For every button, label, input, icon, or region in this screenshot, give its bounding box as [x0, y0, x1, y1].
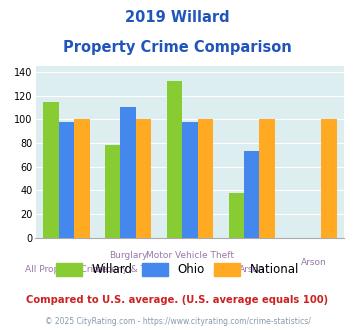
Text: Larceny & Theft: Larceny & Theft: [92, 265, 164, 274]
Bar: [105, 145, 120, 238]
Bar: [198, 119, 213, 238]
Text: Compared to U.S. average. (U.S. average equals 100): Compared to U.S. average. (U.S. average …: [26, 295, 329, 305]
Text: Arson: Arson: [239, 265, 264, 274]
Bar: [43, 102, 59, 238]
Bar: [120, 108, 136, 238]
Text: All Property Crime: All Property Crime: [25, 265, 108, 274]
Text: Burglary: Burglary: [109, 251, 147, 260]
Bar: [59, 122, 74, 238]
Text: Property Crime Comparison: Property Crime Comparison: [63, 40, 292, 54]
Bar: [74, 119, 89, 238]
Text: © 2025 CityRating.com - https://www.cityrating.com/crime-statistics/: © 2025 CityRating.com - https://www.city…: [45, 317, 310, 326]
Bar: [229, 193, 244, 238]
Bar: [167, 82, 182, 238]
Text: Arson: Arson: [301, 258, 326, 267]
Text: Motor Vehicle Theft: Motor Vehicle Theft: [146, 251, 234, 260]
Bar: [321, 119, 337, 238]
Bar: [244, 151, 260, 238]
Bar: [260, 119, 275, 238]
Bar: [182, 122, 198, 238]
Text: 2019 Willard: 2019 Willard: [125, 10, 230, 25]
Bar: [136, 119, 151, 238]
Legend: Willard, Ohio, National: Willard, Ohio, National: [51, 258, 304, 281]
